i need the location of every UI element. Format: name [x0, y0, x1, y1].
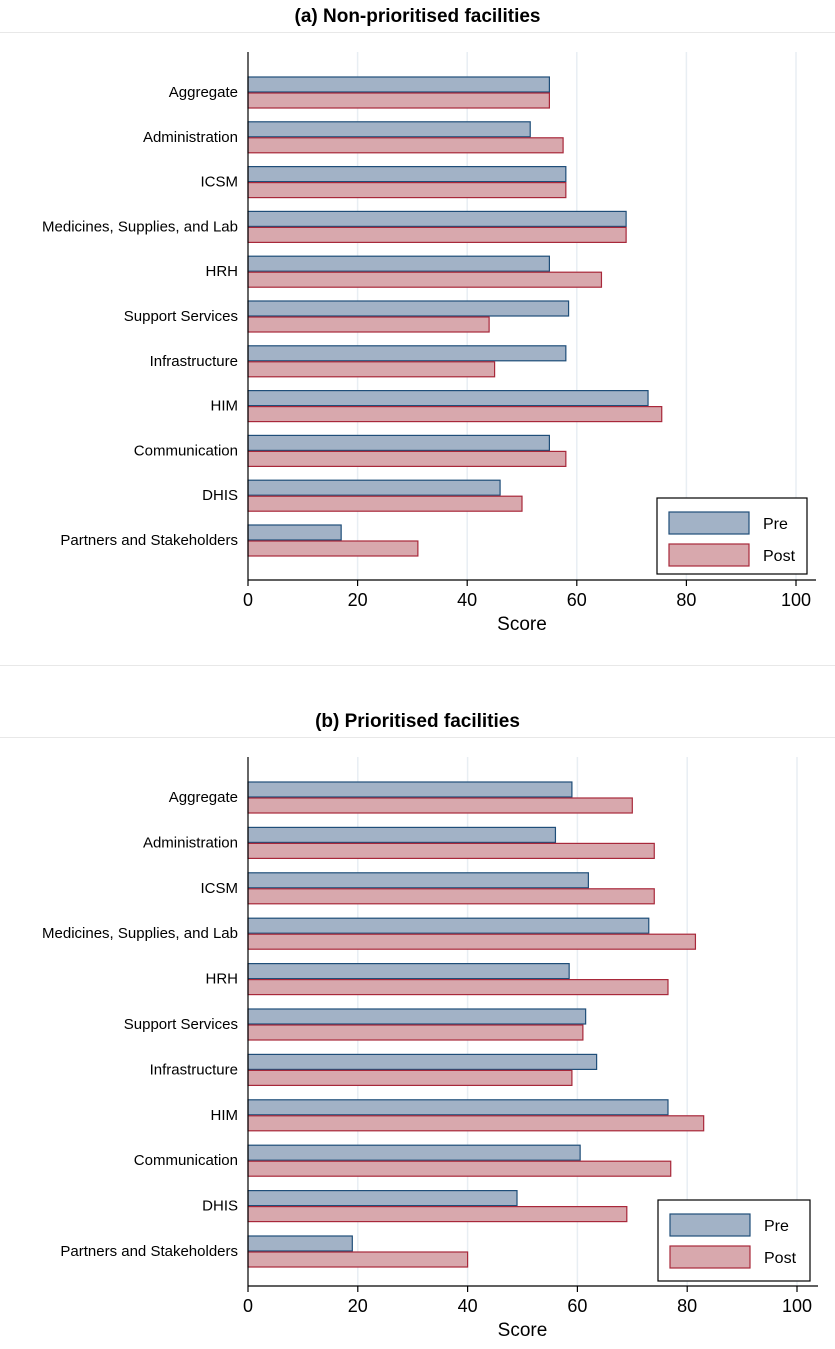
category-label: HRH: [206, 263, 239, 280]
category-label: Infrastructure: [150, 1061, 238, 1078]
bar-pre: [247, 1190, 518, 1207]
category-label: Administration: [143, 834, 238, 851]
bar-post: [247, 182, 567, 199]
x-tick-label: 60: [567, 1296, 587, 1316]
x-tick-label: 80: [677, 1296, 697, 1316]
bar-pre: [247, 345, 567, 362]
legend-swatch-post: [668, 543, 750, 567]
x-tick-label: 60: [567, 590, 587, 610]
x-axis-title: Score: [498, 1320, 548, 1341]
category-label: Support Services: [124, 1016, 238, 1033]
bar-post: [247, 226, 627, 243]
panel-divider-b: [0, 737, 835, 738]
category-label: Aggregate: [169, 84, 238, 101]
bar-post: [247, 979, 669, 996]
bar-post: [247, 540, 419, 557]
legend-label-post: Post: [763, 548, 796, 565]
legend-label-pre: Pre: [763, 516, 788, 533]
bar-post: [247, 1251, 469, 1268]
bar-pre: [247, 479, 501, 496]
bar-post: [247, 1024, 584, 1041]
category-label: DHIS: [202, 487, 238, 504]
category-label: Partners and Stakeholders: [60, 1243, 238, 1260]
bar-post: [247, 137, 564, 154]
legend-box: [657, 1199, 811, 1282]
panel-divider-top: [0, 32, 835, 33]
bar-post: [247, 1206, 628, 1223]
legend-swatch-pre: [668, 511, 750, 535]
category-label: Medicines, Supplies, and Lab: [42, 925, 238, 942]
bar-pre: [247, 1144, 581, 1161]
bar-post: [247, 933, 697, 950]
chart-b-svg: Aggregate Administration ICSM Medicines, Su…: [42, 757, 818, 1341]
category-label: HIM: [211, 1107, 239, 1124]
bar-post: [247, 797, 633, 814]
x-tick-label: 40: [458, 1296, 478, 1316]
bar-pre: [247, 121, 531, 138]
category-label: Infrastructure: [150, 353, 238, 370]
x-tick-label: 20: [348, 590, 368, 610]
bar-pre: [247, 1099, 669, 1116]
category-label: ICSM: [201, 880, 239, 897]
category-label: Communication: [134, 442, 238, 459]
bar-pre: [247, 76, 550, 93]
bar-post: [247, 888, 655, 905]
bar-pre: [247, 963, 570, 980]
legend-swatch-pre: [669, 1213, 751, 1237]
bar-pre: [247, 210, 627, 227]
x-tick-label: 100: [782, 1296, 812, 1316]
category-label: HRH: [206, 971, 239, 988]
chart-panel-a: (a) Non-prioritised facilities Aggregate…: [0, 0, 835, 665]
chart-panel-b: (b) Prioritised facilities Aggregate Admi…: [0, 705, 835, 1349]
bar-pre: [247, 917, 650, 934]
bar-post: [247, 316, 490, 333]
bar-pre: [247, 524, 342, 541]
bar-post: [247, 1115, 705, 1132]
category-label: Medicines, Supplies, and Lab: [42, 218, 238, 235]
chart-a-svg: Aggregate Administration ICSM Medicines, Su…: [42, 52, 816, 635]
bar-pre: [247, 255, 550, 272]
bar-pre: [247, 1008, 587, 1025]
x-tick-label: 100: [781, 590, 811, 610]
bar-post: [247, 495, 523, 512]
category-label: Communication: [134, 1152, 238, 1169]
x-tick-label: 0: [243, 1296, 253, 1316]
bar-post: [247, 450, 567, 467]
category-label: Partners and Stakeholders: [60, 532, 238, 549]
category-label: ICSM: [201, 174, 239, 191]
x-tick-label: 80: [676, 590, 696, 610]
bar-pre: [247, 390, 649, 407]
bar-post: [247, 1160, 672, 1177]
bar-pre: [247, 781, 573, 798]
bar-pre: [247, 1053, 598, 1070]
bar-pre: [247, 872, 589, 889]
bar-pre: [247, 826, 557, 844]
bar-pre: [247, 300, 570, 317]
legend-label-pre: Pre: [764, 1218, 789, 1235]
legend-label-post: Post: [764, 1250, 797, 1267]
category-label: HIM: [211, 398, 239, 415]
category-label: Administration: [143, 129, 238, 146]
bar-pre: [247, 1235, 353, 1252]
legend-swatch-post: [669, 1245, 751, 1269]
x-axis-title: Score: [497, 614, 547, 635]
bar-pre: [247, 434, 550, 451]
x-tick-label: 40: [457, 590, 477, 610]
bar-post: [247, 842, 655, 859]
x-tick-label: 20: [348, 1296, 368, 1316]
bar-post: [247, 406, 663, 423]
chart-title-a: (a) Non-prioritised facilities: [294, 6, 541, 27]
x-tick-label: 0: [243, 590, 253, 610]
chart-title-b: (b) Prioritised facilities: [315, 711, 520, 732]
category-label: Support Services: [124, 308, 238, 325]
bar-post: [247, 92, 550, 109]
bar-post: [247, 1069, 573, 1086]
bar-pre: [247, 166, 567, 183]
category-label: DHIS: [202, 1198, 238, 1215]
bar-post: [247, 361, 496, 378]
panel-divider-middle: [0, 665, 835, 666]
category-label: Aggregate: [169, 789, 238, 806]
bar-post: [247, 271, 603, 288]
